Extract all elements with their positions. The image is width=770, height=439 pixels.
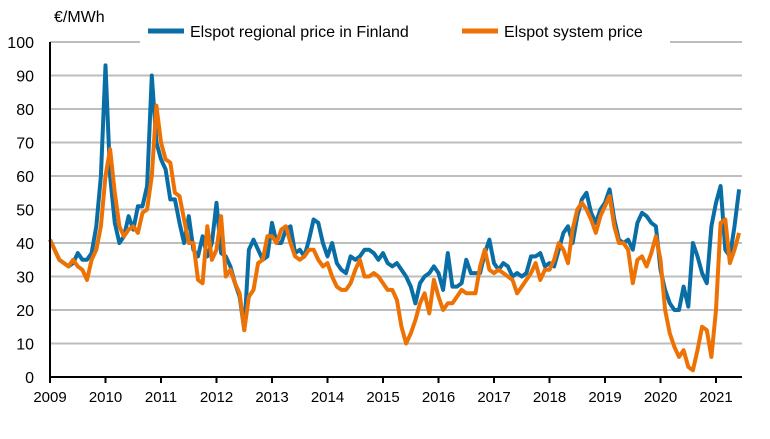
x-tick-label: 2015 [366,389,399,406]
y-tick-label: 80 [16,102,34,119]
y-axis-label: €/MWh [54,9,105,26]
series-lines [48,63,742,373]
x-tick-label: 2014 [311,389,344,406]
x-tick-label: 2017 [477,389,510,406]
x-tick-label: 2011 [145,389,177,406]
series-line-system-price [48,103,742,373]
y-tick-label: 100 [7,35,34,52]
x-tick-label: 2018 [533,389,566,406]
x-tick-label: 2012 [200,389,233,406]
x-tick-label: 2009 [33,389,66,406]
y-tick-label: 70 [16,136,34,153]
x-tick-labels: 2009 2010 2011 2012 2013 2014 2015 2016 2017 2018… [33,377,733,406]
x-tick-label: 2016 [422,389,455,406]
y-tick-label: 20 [16,303,34,320]
y-tick-label: 10 [16,337,34,354]
legend-label-finland: Elspot regional price in Finland [190,24,409,41]
x-tick-label: 2010 [89,389,122,406]
x-tick-label: 2013 [255,389,288,406]
x-tick-label: 2019 [588,389,621,406]
y-tick-label: 60 [16,169,34,186]
x-tick-label: 2020 [644,389,677,406]
legend: Elspot regional price in Finland Elspot … [140,16,670,48]
legend-label-system: Elspot system price [504,24,643,41]
y-tick-label: 50 [16,203,34,220]
y-tick-labels: 0 10 20 30 40 50 60 70 80 90 100 [7,35,34,387]
y-tick-label: 30 [16,270,34,287]
y-tick-label: 40 [16,236,34,253]
y-tick-label: 0 [25,370,34,387]
y-tick-label: 90 [16,69,34,86]
x-tick-label: 2021 [699,389,732,406]
